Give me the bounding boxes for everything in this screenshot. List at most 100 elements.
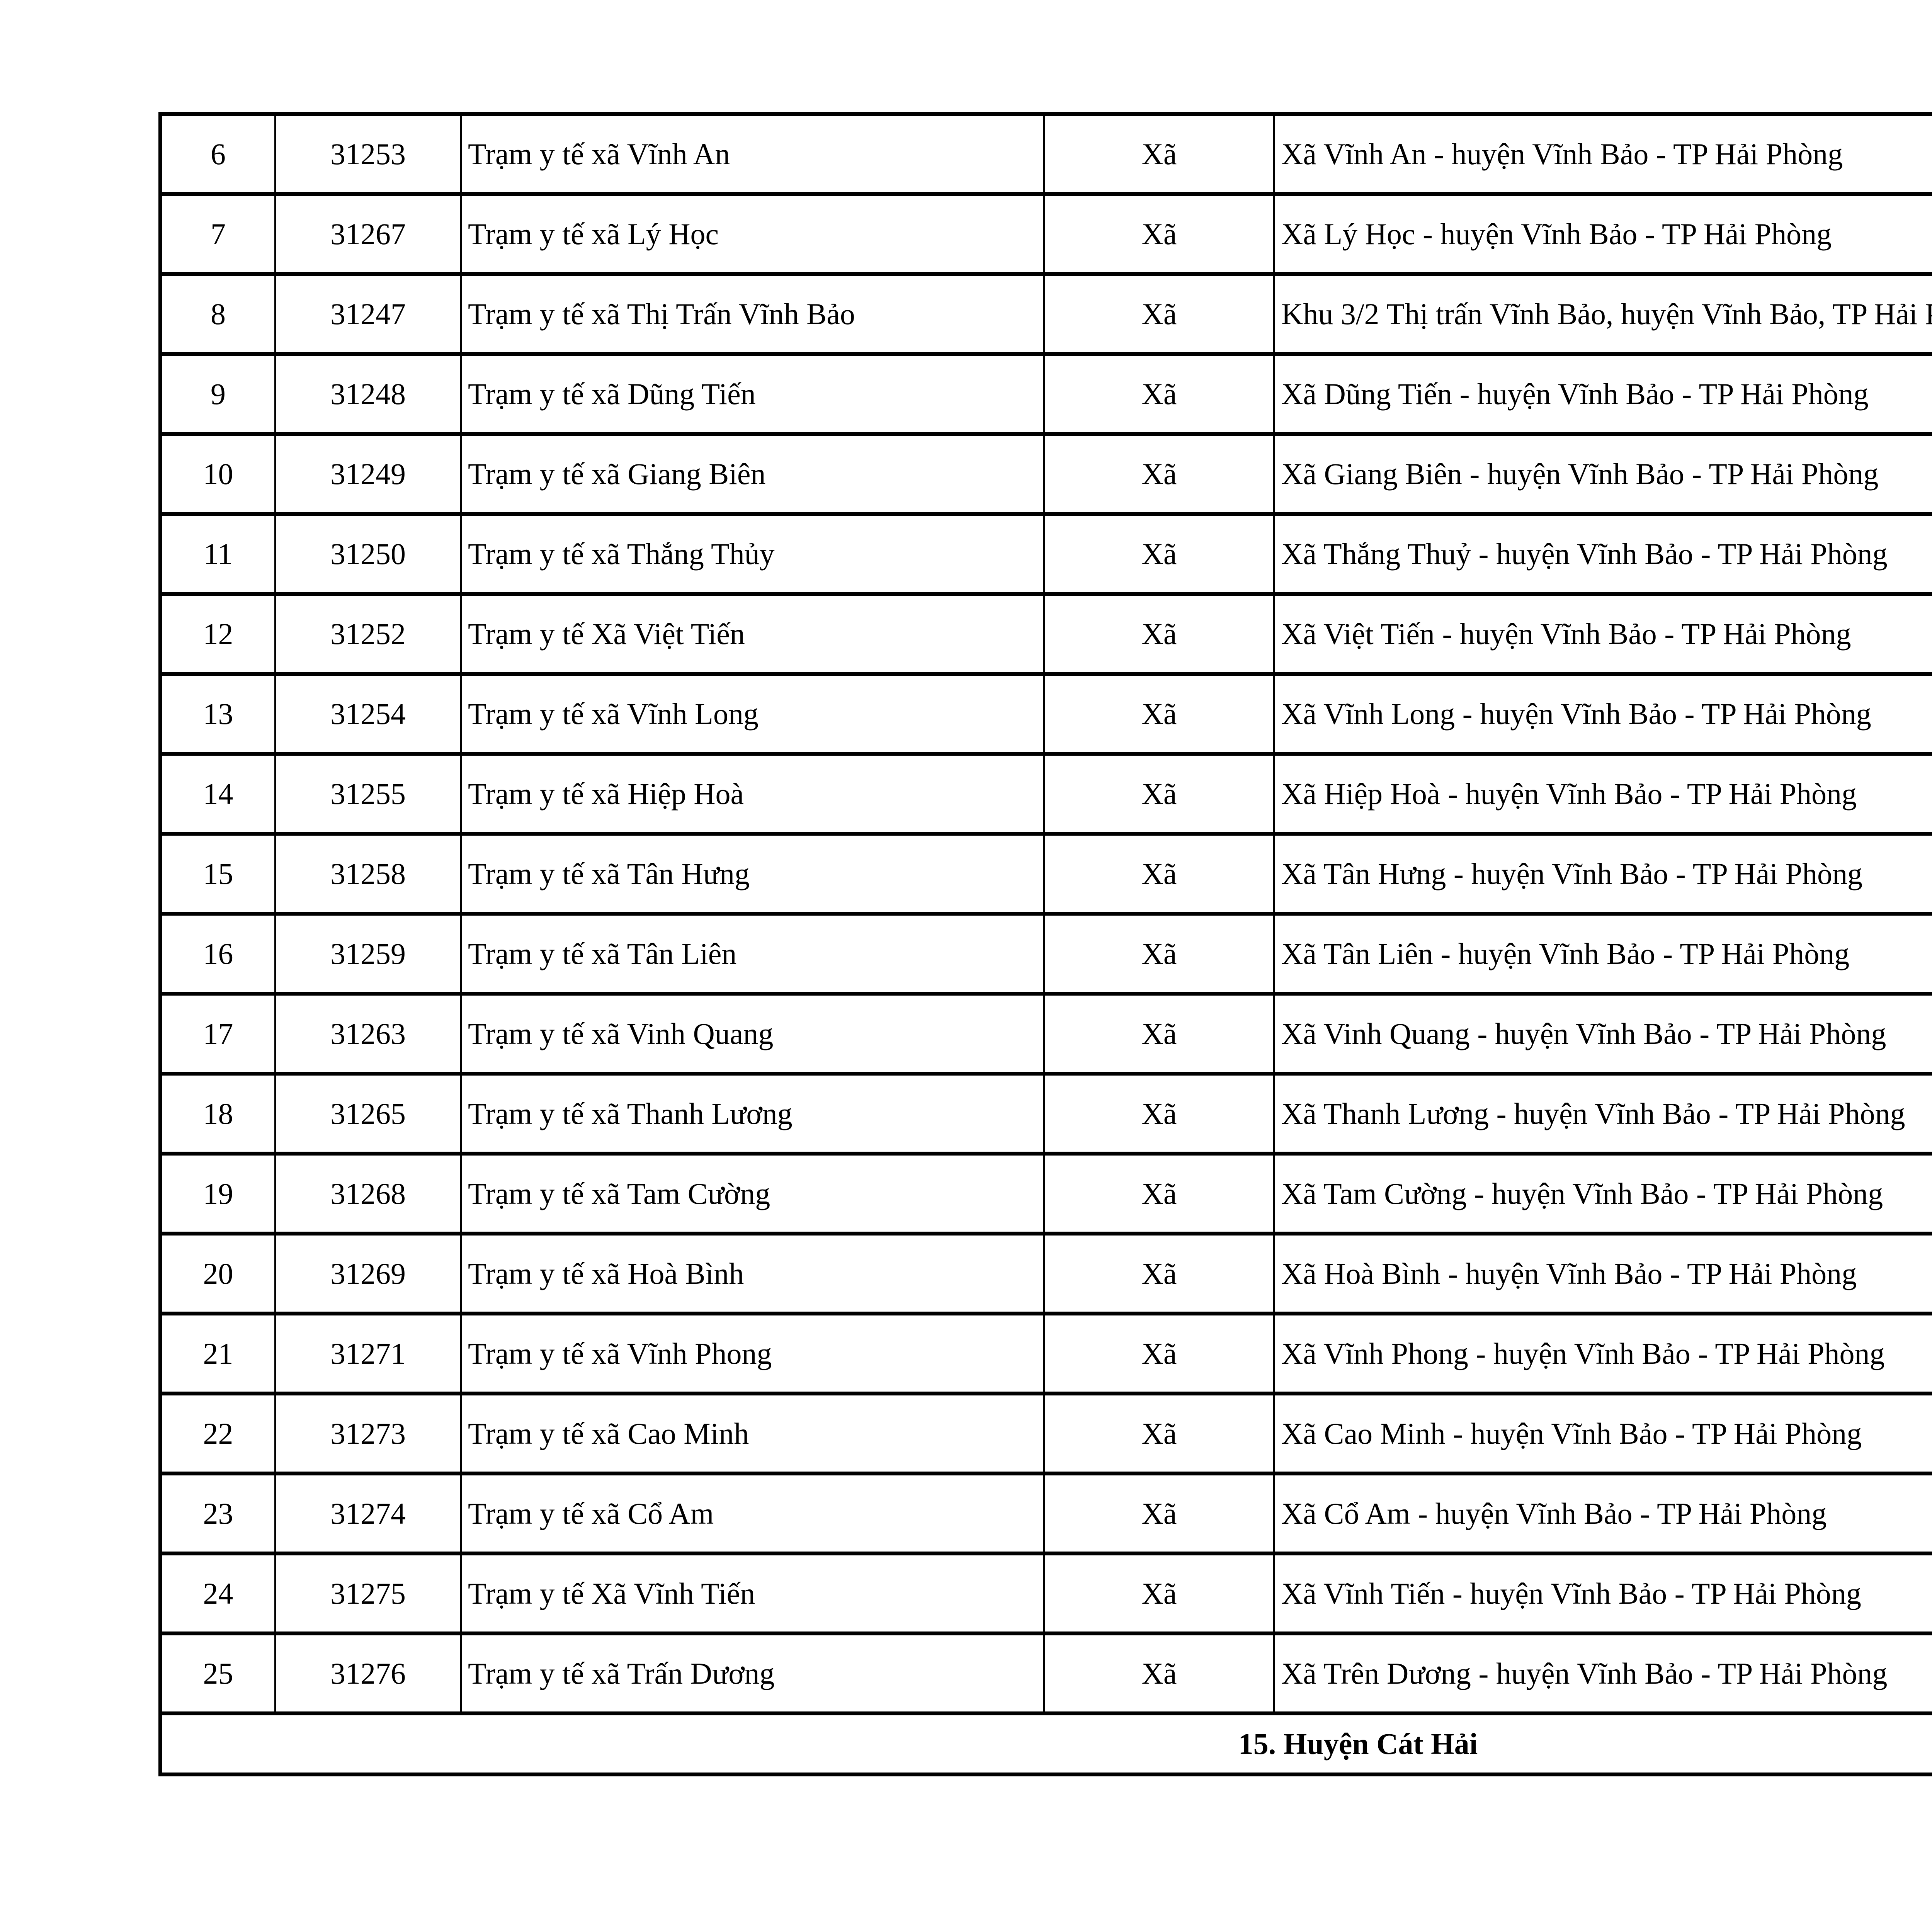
table-row: 17 31263 Trạm y tế xã Vinh Quang Xã Xã V…	[159, 992, 1932, 1076]
name-cell: Trạm y tế Xã Việt Tiến	[460, 592, 1045, 676]
code-cell: 31276	[274, 1631, 462, 1715]
stt-cell: 9	[159, 352, 276, 436]
district-footer-label: 15. Huyện Cát Hải	[159, 1711, 1932, 1776]
address-cell: Xã Tân Hưng - huyện Vĩnh Bảo - TP Hải Ph…	[1273, 832, 1932, 916]
code-cell: 31268	[274, 1152, 462, 1236]
name-cell: Trạm y tế xã Vinh Quang	[460, 992, 1045, 1076]
address-cell: Xã Vĩnh Tiến - huyện Vĩnh Bảo - TP Hải P…	[1273, 1552, 1932, 1635]
type-cell: Xã	[1043, 1072, 1275, 1156]
address-cell: Xã Dũng Tiến - huyện Vĩnh Bảo - TP Hải P…	[1273, 352, 1932, 436]
code-cell: 31248	[274, 352, 462, 436]
table-row: 16 31259 Trạm y tế xã Tân Liên Xã Xã Tân…	[159, 912, 1932, 996]
table-row: 11 31250 Trạm y tế xã Thắng Thủy Xã Xã T…	[159, 512, 1932, 596]
code-cell: 31263	[274, 992, 462, 1076]
code-cell: 31254	[274, 672, 462, 756]
table-row: 22 31273 Trạm y tế xã Cao Minh Xã Xã Cao…	[159, 1392, 1932, 1475]
type-cell: Xã	[1043, 512, 1275, 596]
table-row: 6 31253 Trạm y tế xã Vĩnh An Xã Xã Vĩnh …	[159, 112, 1932, 196]
address-cell: Xã Cổ Am - huyện Vĩnh Bảo - TP Hải Phòng	[1273, 1472, 1932, 1555]
code-cell: 31275	[274, 1552, 462, 1635]
name-cell: Trạm y tế xã Cổ Am	[460, 1472, 1045, 1555]
stt-cell: 20	[159, 1232, 276, 1315]
address-cell: Xã Trên Dương - huyện Vĩnh Bảo - TP Hải …	[1273, 1631, 1932, 1715]
stt-cell: 25	[159, 1631, 276, 1715]
name-cell: Trạm y tế Xã Vĩnh Tiến	[460, 1552, 1045, 1635]
stt-cell: 18	[159, 1072, 276, 1156]
stt-cell: 10	[159, 432, 276, 516]
type-cell: Xã	[1043, 1232, 1275, 1315]
type-cell: Xã	[1043, 112, 1275, 196]
type-cell: Xã	[1043, 1312, 1275, 1395]
code-cell: 31265	[274, 1072, 462, 1156]
address-cell: Xã Cao Minh - huyện Vĩnh Bảo - TP Hải Ph…	[1273, 1392, 1932, 1475]
table-row: 9 31248 Trạm y tế xã Dũng Tiến Xã Xã Dũn…	[159, 352, 1932, 436]
stt-cell: 6	[159, 112, 276, 196]
address-cell: Xã Hoà Bình - huyện Vĩnh Bảo - TP Hải Ph…	[1273, 1232, 1932, 1315]
name-cell: Trạm y tế xã Tam Cường	[460, 1152, 1045, 1236]
type-cell: Xã	[1043, 192, 1275, 276]
address-cell: Xã Thắng Thuỷ - huyện Vĩnh Bảo - TP Hải …	[1273, 512, 1932, 596]
type-cell: Xã	[1043, 832, 1275, 916]
name-cell: Trạm y tế xã Vĩnh Phong	[460, 1312, 1045, 1395]
table-row: 24 31275 Trạm y tế Xã Vĩnh Tiến Xã Xã Vĩ…	[159, 1552, 1932, 1635]
type-cell: Xã	[1043, 272, 1275, 356]
address-cell: Khu 3/2 Thị trấn Vĩnh Bảo, huyện Vĩnh Bả…	[1273, 272, 1932, 356]
address-cell: Xã Vinh Quang - huyện Vĩnh Bảo - TP Hải …	[1273, 992, 1932, 1076]
type-cell: Xã	[1043, 672, 1275, 756]
table-row: 21 31271 Trạm y tế xã Vĩnh Phong Xã Xã V…	[159, 1312, 1932, 1395]
code-cell: 31274	[274, 1472, 462, 1555]
name-cell: Trạm y tế xã Vĩnh An	[460, 112, 1045, 196]
name-cell: Trạm y tế xã Thanh Lương	[460, 1072, 1045, 1156]
address-cell: Xã Vĩnh An - huyện Vĩnh Bảo - TP Hải Phò…	[1273, 112, 1932, 196]
address-cell: Xã Giang Biên - huyện Vĩnh Bảo - TP Hải …	[1273, 432, 1932, 516]
table-row: 20 31269 Trạm y tế xã Hoà Bình Xã Xã Hoà…	[159, 1232, 1932, 1315]
address-cell: Xã Thanh Lương - huyện Vĩnh Bảo - TP Hải…	[1273, 1072, 1932, 1156]
type-cell: Xã	[1043, 752, 1275, 836]
stt-cell: 22	[159, 1392, 276, 1475]
name-cell: Trạm y tế xã Lý Học	[460, 192, 1045, 276]
name-cell: Trạm y tế xã Dũng Tiến	[460, 352, 1045, 436]
table-row: 14 31255 Trạm y tế xã Hiệp Hoà Xã Xã Hiệ…	[159, 752, 1932, 836]
table-row: 8 31247 Trạm y tế xã Thị Trấn Vĩnh Bảo X…	[159, 272, 1932, 356]
code-cell: 31249	[274, 432, 462, 516]
table-row: 19 31268 Trạm y tế xã Tam Cường Xã Xã Ta…	[159, 1152, 1932, 1236]
address-cell: Xã Hiệp Hoà - huyện Vĩnh Bảo - TP Hải Ph…	[1273, 752, 1932, 836]
type-cell: Xã	[1043, 1552, 1275, 1635]
address-cell: Xã Vĩnh Long - huyện Vĩnh Bảo - TP Hải P…	[1273, 672, 1932, 756]
name-cell: Trạm y tế xã Hoà Bình	[460, 1232, 1045, 1315]
stt-cell: 16	[159, 912, 276, 996]
address-cell: Xã Vĩnh Phong - huyện Vĩnh Bảo - TP Hải …	[1273, 1312, 1932, 1395]
table-row: 13 31254 Trạm y tế xã Vĩnh Long Xã Xã Vĩ…	[159, 672, 1932, 756]
table-row: 10 31249 Trạm y tế xã Giang Biên Xã Xã G…	[159, 432, 1932, 516]
name-cell: Trạm y tế xã Trấn Dương	[460, 1631, 1045, 1715]
address-cell: Xã Tân Liên - huyện Vĩnh Bảo - TP Hải Ph…	[1273, 912, 1932, 996]
table-row: 18 31265 Trạm y tế xã Thanh Lương Xã Xã …	[159, 1072, 1932, 1156]
district-footer-row: 15. Huyện Cát Hải	[159, 1711, 1932, 1776]
stt-cell: 12	[159, 592, 276, 676]
name-cell: Trạm y tế xã Cao Minh	[460, 1392, 1045, 1475]
address-cell: Xã Lý Học - huyện Vĩnh Bảo - TP Hải Phòn…	[1273, 192, 1932, 276]
type-cell: Xã	[1043, 1392, 1275, 1475]
table-body: 6 31253 Trạm y tế xã Vĩnh An Xã Xã Vĩnh …	[159, 112, 1932, 1776]
address-cell: Xã Việt Tiến - huyện Vĩnh Bảo - TP Hải P…	[1273, 592, 1932, 676]
name-cell: Trạm y tế xã Vĩnh Long	[460, 672, 1045, 756]
type-cell: Xã	[1043, 592, 1275, 676]
stt-cell: 14	[159, 752, 276, 836]
type-cell: Xã	[1043, 432, 1275, 516]
type-cell: Xã	[1043, 1631, 1275, 1715]
health-station-table: 6 31253 Trạm y tế xã Vĩnh An Xã Xã Vĩnh …	[158, 112, 1932, 1776]
code-cell: 31269	[274, 1232, 462, 1315]
stt-cell: 19	[159, 1152, 276, 1236]
name-cell: Trạm y tế xã Hiệp Hoà	[460, 752, 1045, 836]
code-cell: 31258	[274, 832, 462, 916]
code-cell: 31267	[274, 192, 462, 276]
stt-cell: 7	[159, 192, 276, 276]
code-cell: 31250	[274, 512, 462, 596]
code-cell: 31247	[274, 272, 462, 356]
table-row: 12 31252 Trạm y tế Xã Việt Tiến Xã Xã Vi…	[159, 592, 1932, 676]
stt-cell: 11	[159, 512, 276, 596]
name-cell: Trạm y tế xã Tân Hưng	[460, 832, 1045, 916]
name-cell: Trạm y tế xã Giang Biên	[460, 432, 1045, 516]
type-cell: Xã	[1043, 992, 1275, 1076]
